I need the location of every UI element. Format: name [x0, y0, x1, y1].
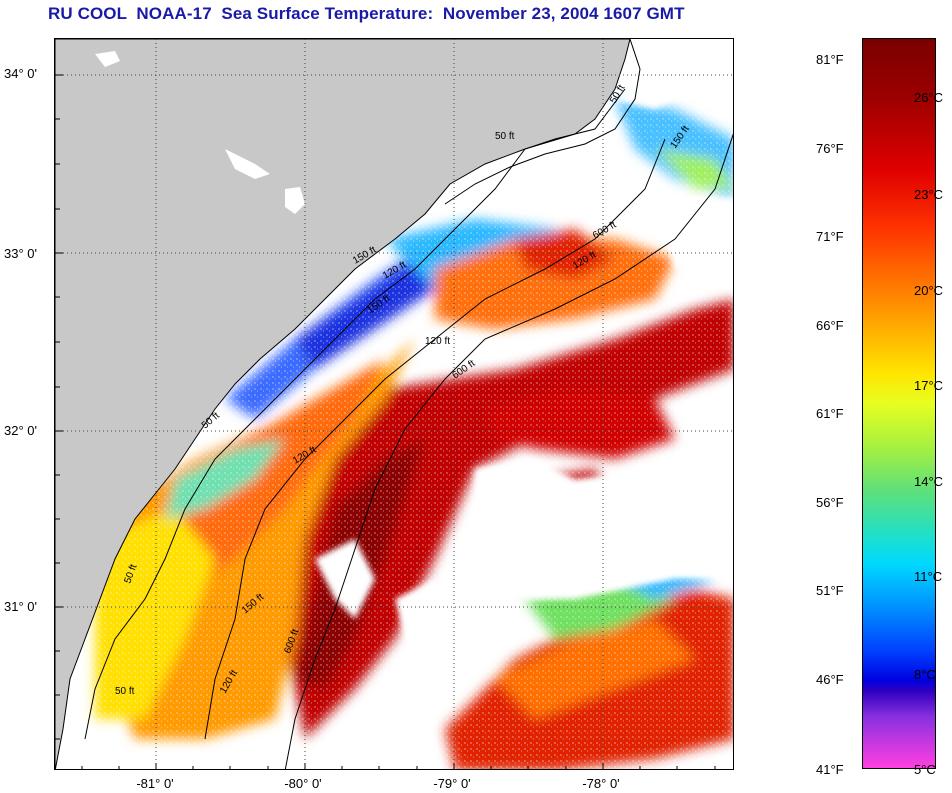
- lake-1: [225, 149, 270, 179]
- colorbar-c-20: 20°C: [914, 283, 944, 298]
- colorbar-f-61: 61°F: [816, 406, 844, 421]
- colorbar-f-81: 81°F: [816, 52, 844, 67]
- colorbar-c-14: 14°C: [914, 474, 944, 489]
- lon-label-78: -78° 0': [582, 776, 620, 791]
- sst-map-canvas: 50 ft 50 ft 120 ft 150 ft 120 ft 150 ft …: [55, 39, 733, 769]
- lake-2: [285, 187, 305, 214]
- colorbar-f-76: 76°F: [816, 141, 844, 156]
- graticule: [55, 39, 733, 769]
- frame-ticks: [55, 74, 716, 769]
- colorbar-c-23: 23°C: [914, 187, 944, 202]
- lat-label-32: 32° 0': [4, 423, 37, 438]
- colorbar-c-17: 17°C: [914, 378, 944, 393]
- colorbar-f-51: 51°F: [816, 583, 844, 598]
- map-title: RU COOL NOAA-17 Sea Surface Temperature:…: [48, 4, 685, 23]
- colorbar-f-46: 46°F: [816, 672, 844, 687]
- isobath-label-3: 120 ft: [425, 336, 450, 347]
- colorbar-f-56: 56°F: [816, 495, 844, 510]
- lake-3: [95, 51, 120, 67]
- isobath-label-10: 50 ft: [115, 686, 135, 697]
- colorbar-c-26: 26°C: [914, 90, 944, 105]
- lon-label-79: -79° 0': [433, 776, 471, 791]
- colorbar-f-66: 66°F: [816, 318, 844, 333]
- isobath-contours: [84, 88, 733, 769]
- lat-label-31: 31° 0': [4, 599, 37, 614]
- lon-label-81: -81° 0': [136, 776, 174, 791]
- coastline-detail: [444, 39, 641, 205]
- isobath-label-1: 50 ft: [495, 131, 515, 142]
- colorbar-c-8: 8°C: [914, 667, 936, 682]
- temperature-colorbar: [862, 38, 936, 769]
- colorbar-f-71: 71°F: [816, 229, 844, 244]
- colorbar-c-5: 5°C: [914, 762, 936, 777]
- land-mass: [55, 39, 631, 769]
- colorbar-f-41: 41°F: [816, 762, 844, 777]
- lat-label-34: 34° 0': [4, 66, 37, 81]
- colorbar-c-11: 11°C: [914, 569, 943, 584]
- lon-label-80: -80° 0': [284, 776, 322, 791]
- lat-label-33: 33° 0': [4, 246, 37, 261]
- sst-map[interactable]: 50 ft 50 ft 120 ft 150 ft 120 ft 150 ft …: [54, 38, 734, 770]
